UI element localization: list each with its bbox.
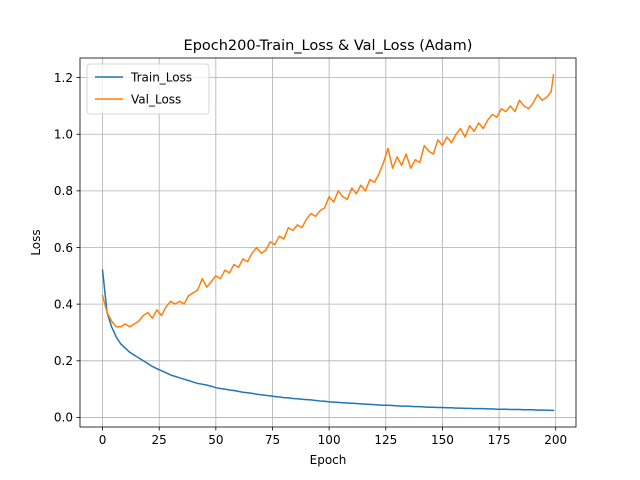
x-tick-label: 200 — [544, 433, 567, 447]
x-tick-label: 50 — [208, 433, 223, 447]
ticks: 0 25 50 75 100 125 150 175 200 0.0 0.2 0.4 0.6 0.8 1.0… — [54, 71, 567, 447]
x-axis-label: Epoch — [310, 453, 347, 467]
y-tick-label: 0.2 — [54, 354, 73, 368]
grid — [80, 58, 576, 427]
x-tick-label: 25 — [152, 433, 167, 447]
x-tick-label: 150 — [431, 433, 454, 447]
x-tick-label: 125 — [374, 433, 397, 447]
y-tick-label: 0.6 — [54, 241, 73, 255]
chart-title: Epoch200-Train_Loss & Val_Loss (Adam) — [184, 38, 473, 54]
y-tick-label: 1.0 — [54, 128, 73, 142]
val-loss-line — [101, 73, 555, 328]
train-loss-line — [101, 269, 555, 412]
legend-label-train-loss: Train_Loss — [130, 71, 192, 85]
x-tick-label: 175 — [488, 433, 511, 447]
x-tick-label: 75 — [265, 433, 280, 447]
y-tick-label: 0.8 — [54, 184, 73, 198]
legend-label-val-loss: Val_Loss — [131, 93, 181, 107]
y-tick-label: 0.0 — [54, 411, 73, 425]
y-tick-label: 0.4 — [54, 297, 73, 311]
plot-frame — [79, 57, 577, 428]
x-tick-label: 0 — [99, 433, 107, 447]
x-tick-label: 100 — [318, 433, 341, 447]
y-axis-label: Loss — [29, 229, 43, 255]
legend: Train_Loss Val_Loss — [86, 63, 210, 115]
series-layer — [101, 73, 555, 412]
y-tick-label: 1.2 — [54, 71, 73, 85]
